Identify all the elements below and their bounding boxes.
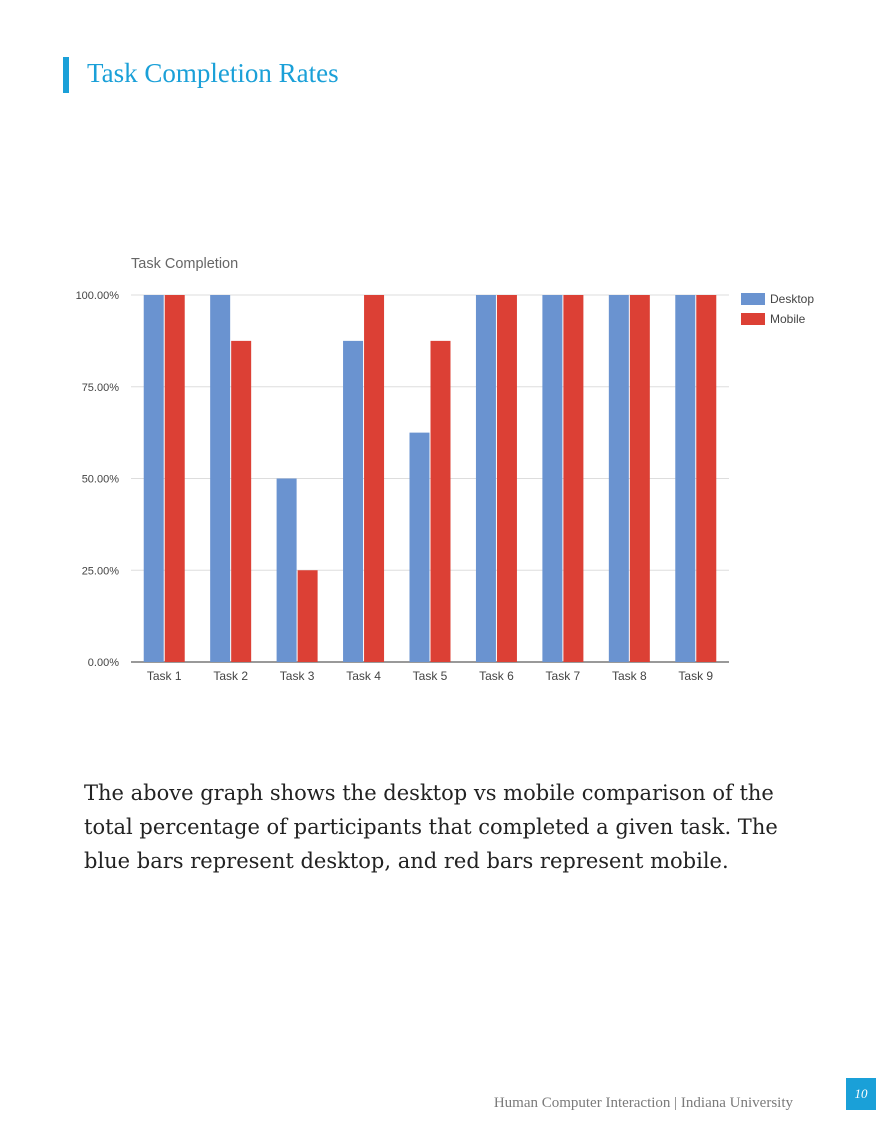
- bar-desktop-3: [276, 478, 297, 662]
- legend-swatch-mobile: [741, 313, 765, 325]
- y-tick-label: 75.00%: [82, 382, 120, 394]
- bar-desktop-9: [675, 295, 696, 662]
- task-completion-chart: Task Completion 0.00% 25.00% 50.00% 75.00% 1…: [76, 256, 815, 683]
- x-tick-label: Task 3: [280, 669, 315, 683]
- bar-mobile-6: [496, 295, 517, 662]
- y-tick-label: 50.00%: [82, 474, 120, 486]
- bar-mobile-2: [231, 340, 252, 662]
- y-tick-label: 100.00%: [76, 290, 120, 302]
- legend-label-mobile: Mobile: [770, 312, 806, 326]
- bar-mobile-5: [430, 340, 451, 662]
- x-tick-label: Task 5: [413, 669, 448, 683]
- bar-desktop-2: [210, 295, 231, 662]
- bar-mobile-4: [364, 295, 385, 662]
- x-tick-label: Task 4: [346, 669, 381, 683]
- legend-swatch-desktop: [741, 293, 765, 305]
- x-tick-label: Task 9: [678, 669, 713, 683]
- x-tick-label: Task 1: [147, 669, 182, 683]
- x-tick-label: Task 8: [612, 669, 647, 683]
- bar-desktop-4: [343, 340, 364, 662]
- bar-desktop-7: [542, 295, 563, 662]
- bar-mobile-3: [297, 570, 318, 662]
- bar-desktop-8: [608, 295, 629, 662]
- footer-text: Human Computer Interaction | Indiana Uni…: [493, 1095, 793, 1111]
- x-tick-label: Task 2: [213, 669, 248, 683]
- chart-title: Task Completion: [131, 256, 238, 272]
- bar-mobile-7: [563, 295, 584, 662]
- x-tick-label: Task 6: [479, 669, 514, 683]
- page-number: 10: [846, 1078, 876, 1110]
- title-accent-bar: [63, 57, 69, 93]
- description-paragraph: The above graph shows the desktop vs mob…: [84, 781, 778, 873]
- y-tick-label: 0.00%: [88, 657, 119, 669]
- bar-desktop-6: [475, 295, 496, 662]
- x-tick-label: Task 7: [546, 669, 581, 683]
- legend-label-desktop: Desktop: [770, 292, 814, 306]
- y-tick-label: 25.00%: [82, 565, 120, 577]
- bar-desktop-5: [409, 432, 430, 662]
- page-title: Task Completion Rates: [87, 58, 339, 88]
- bar-mobile-9: [696, 295, 717, 662]
- bar-mobile-8: [629, 295, 650, 662]
- bar-mobile-1: [164, 295, 185, 662]
- bar-desktop-1: [143, 295, 164, 662]
